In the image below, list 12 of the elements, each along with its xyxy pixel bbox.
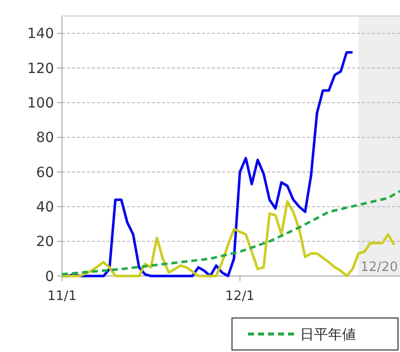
legend-label: 日平年値 — [300, 326, 356, 343]
y-tick-label: 40 — [36, 200, 54, 216]
y-tick-label: 80 — [36, 130, 54, 146]
x-tick-label: 12/1 — [225, 289, 254, 304]
y-tick-label: 140 — [27, 26, 54, 42]
y-tick-label: 60 — [36, 164, 54, 181]
band-label: 12/20 — [360, 260, 398, 275]
y-tick-label: 120 — [27, 60, 54, 77]
y-tick-label: 100 — [27, 96, 54, 112]
x-tick-label: 11/1 — [47, 289, 77, 304]
y-tick-label: 20 — [36, 234, 54, 250]
y-tick-label: 0 — [45, 268, 54, 285]
